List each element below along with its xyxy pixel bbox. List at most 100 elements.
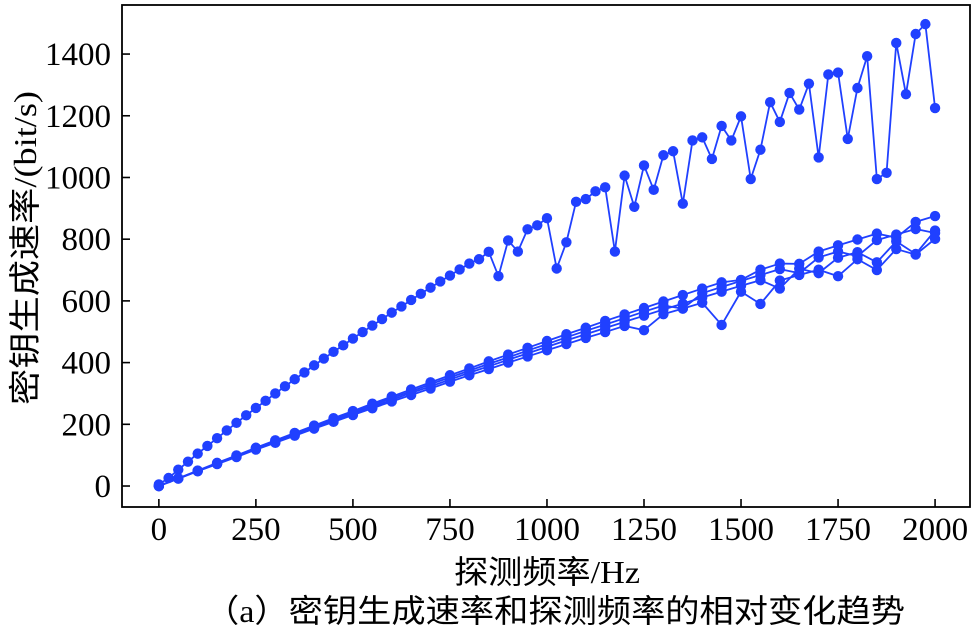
data-point bbox=[677, 289, 689, 301]
data-point bbox=[502, 235, 514, 246]
data-point bbox=[318, 353, 330, 364]
data-point bbox=[173, 473, 184, 484]
data-point bbox=[405, 389, 417, 401]
data-point bbox=[202, 440, 213, 452]
data-point bbox=[813, 152, 824, 163]
data-point bbox=[270, 437, 281, 449]
data-point bbox=[832, 252, 844, 263]
data-point bbox=[910, 28, 921, 40]
data-point bbox=[415, 288, 427, 299]
data-point bbox=[386, 307, 397, 318]
data-point bbox=[367, 403, 378, 414]
data-point bbox=[270, 388, 281, 399]
data-point bbox=[638, 310, 650, 321]
series bbox=[153, 225, 941, 492]
data-point bbox=[308, 423, 320, 434]
data-point bbox=[813, 252, 824, 263]
data-point bbox=[328, 346, 339, 357]
data-point bbox=[929, 102, 941, 114]
y-tick-label: 600 bbox=[62, 284, 112, 320]
x-tick-label: 0 bbox=[151, 512, 168, 548]
data-point bbox=[755, 298, 766, 310]
data-point bbox=[832, 271, 844, 282]
data-point bbox=[386, 396, 397, 407]
data-point bbox=[580, 332, 591, 344]
data-point bbox=[541, 213, 553, 224]
data-point bbox=[774, 263, 786, 275]
data-point bbox=[794, 104, 805, 115]
data-point bbox=[250, 402, 262, 414]
data-point bbox=[910, 223, 921, 235]
data-point bbox=[677, 303, 689, 314]
data-point bbox=[832, 67, 844, 78]
data-point bbox=[658, 308, 669, 320]
data-point bbox=[871, 173, 883, 185]
data-point bbox=[279, 381, 291, 392]
data-point bbox=[561, 237, 572, 248]
data-point bbox=[464, 370, 475, 381]
x-tick-label: 1750 bbox=[805, 512, 871, 548]
data-point bbox=[367, 320, 378, 331]
y-tick-label: 1000 bbox=[45, 161, 111, 197]
data-point bbox=[871, 257, 883, 268]
data-point bbox=[667, 146, 679, 157]
data-point bbox=[357, 326, 368, 338]
x-tick-label: 1000 bbox=[514, 512, 580, 548]
data-point bbox=[735, 286, 747, 297]
series bbox=[153, 18, 941, 490]
data-point bbox=[891, 243, 902, 255]
data-point bbox=[638, 325, 650, 336]
data-point bbox=[221, 425, 232, 436]
data-point bbox=[328, 416, 339, 428]
x-tick-label: 2000 bbox=[902, 512, 968, 548]
data-point bbox=[376, 313, 388, 325]
data-point bbox=[308, 360, 320, 371]
y-tick-label: 800 bbox=[62, 222, 112, 258]
x-axis-label: 探测频率/Hz bbox=[454, 554, 640, 590]
data-point bbox=[396, 301, 407, 312]
y-tick-label: 1400 bbox=[45, 37, 111, 73]
data-point bbox=[522, 224, 533, 235]
figure-caption: （a）密钥生成速率和探测频率的相对变化趋势 bbox=[205, 593, 905, 629]
data-point bbox=[629, 201, 640, 212]
data-point bbox=[823, 69, 834, 80]
data-point bbox=[173, 464, 184, 475]
y-axis-label: 密钥生成速率/(bit/s) bbox=[7, 91, 43, 405]
data-point bbox=[599, 182, 611, 193]
data-point bbox=[182, 456, 194, 467]
x-tick-label: 1250 bbox=[611, 512, 677, 548]
series bbox=[153, 223, 941, 492]
data-point bbox=[464, 258, 475, 269]
data-point bbox=[813, 264, 824, 275]
data-point bbox=[920, 18, 931, 30]
data-point bbox=[929, 210, 941, 222]
data-point bbox=[706, 153, 718, 165]
x-tick-label: 750 bbox=[425, 512, 475, 548]
data-point bbox=[852, 82, 863, 94]
x-tick-label: 500 bbox=[328, 512, 378, 548]
data-point bbox=[658, 150, 669, 161]
data-point bbox=[289, 430, 300, 441]
data-point bbox=[551, 263, 562, 274]
data-point bbox=[784, 87, 795, 99]
data-point bbox=[454, 264, 465, 275]
data-point bbox=[697, 132, 708, 143]
data-point bbox=[871, 264, 883, 276]
data-point bbox=[493, 271, 504, 282]
data-point bbox=[619, 170, 630, 181]
data-point bbox=[803, 78, 815, 89]
data-point bbox=[522, 351, 533, 362]
data-point bbox=[405, 294, 417, 306]
data-point bbox=[842, 133, 853, 145]
data-point bbox=[755, 144, 766, 155]
data-point bbox=[638, 160, 650, 171]
data-point bbox=[425, 383, 436, 394]
data-point bbox=[347, 333, 359, 344]
data-point bbox=[512, 246, 524, 257]
data-point bbox=[619, 320, 630, 332]
data-point bbox=[716, 286, 727, 297]
y-tick-label: 400 bbox=[62, 346, 112, 382]
data-point bbox=[774, 283, 786, 294]
data-point bbox=[192, 466, 203, 477]
data-point bbox=[473, 254, 485, 265]
